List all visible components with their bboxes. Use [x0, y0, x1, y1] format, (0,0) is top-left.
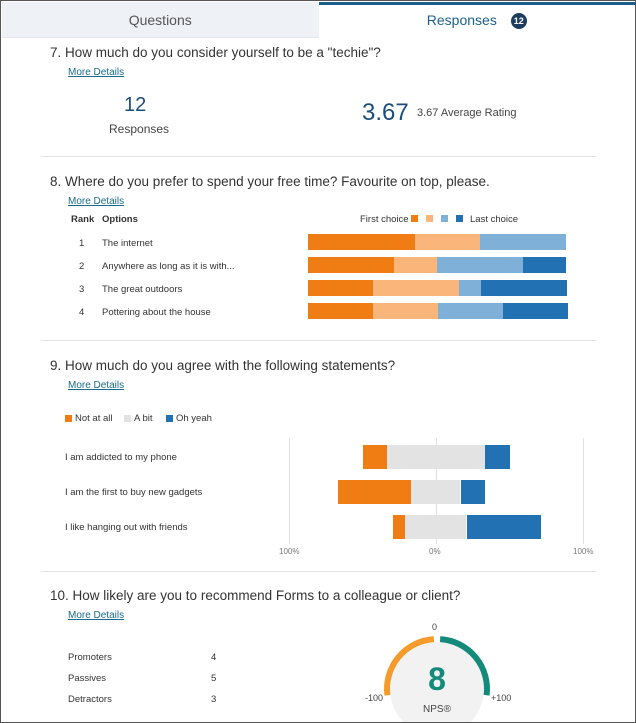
axis-label-center: 0% [429, 547, 441, 556]
rank-1-segment-2 [415, 234, 480, 250]
statement-3-segment-yeah [467, 515, 541, 539]
statement-3-segment-bit [405, 515, 466, 539]
question-7-title: 7. How much do you consider yourself to … [50, 45, 381, 60]
rank-2: 2 [79, 261, 85, 272]
legend-swatch-rank-3 [441, 215, 448, 222]
statement-2-label: I am the first to buy new gadgets [65, 487, 203, 498]
statement-3-label: I like hanging out with friends [65, 522, 188, 533]
legend-swatch-rank-1 [411, 215, 418, 222]
rank-1: 1 [79, 238, 85, 249]
legend-swatch-not-at-all [65, 415, 72, 422]
rank-2-segment-4 [523, 257, 566, 273]
detractors-value: 3 [211, 694, 217, 705]
rank-3: 3 [79, 284, 85, 295]
detractors-label: Detractors [68, 694, 112, 705]
statement-1-segment-yeah [485, 445, 510, 469]
rank-column-header: Rank [71, 214, 95, 225]
legend-swatch-a-bit [124, 415, 131, 422]
nps-value: 8 [428, 661, 446, 697]
axis-label-left: 100% [279, 547, 300, 556]
nps-label: NPS® [423, 704, 451, 715]
rank-4: 4 [79, 307, 85, 318]
question-7-more-details-link[interactable]: More Details [68, 67, 125, 78]
tab-responses[interactable]: Responses 12 [318, 2, 635, 38]
rank-4-segment-4 [503, 303, 568, 319]
promoters-value: 4 [211, 652, 217, 663]
q7-average-label: 3.67 Average Rating [417, 107, 517, 119]
rank-3-segment-1 [308, 280, 373, 296]
promoters-label: Promoters [68, 652, 112, 663]
legend-not-at-all: Not at all [75, 413, 113, 424]
legend-swatch-oh-yeah [166, 415, 173, 422]
rank-4-segment-2 [373, 303, 438, 319]
gridline-left [289, 438, 290, 544]
rank-2-segment-3 [437, 257, 523, 273]
gridline-right [583, 438, 584, 544]
statement-2-segment-bit [411, 480, 460, 504]
tab-bar: Questions Responses 12 [2, 2, 635, 38]
question-8-title: 8. Where do you prefer to spend your fre… [50, 174, 490, 189]
passives-label: Passives [68, 673, 107, 684]
q7-responses-label: Responses [109, 122, 170, 136]
rank-4-segment-3 [438, 303, 503, 319]
divider [41, 340, 596, 341]
legend-first-choice: First choice [360, 214, 409, 225]
question-9-more-details-link[interactable]: More Details [68, 380, 125, 391]
rank-1-option: The internet [102, 238, 153, 249]
rank-2-segment-2 [394, 257, 437, 273]
tab-questions-label: Questions [128, 12, 192, 28]
statement-3-segment-not [393, 515, 405, 539]
gauge-max-label: +100 [491, 693, 512, 703]
statement-2-segment-yeah [461, 480, 485, 504]
rank-1-segment-1 [308, 234, 415, 250]
gauge-min-label: -100 [365, 693, 384, 703]
tab-responses-label: Responses [426, 12, 497, 28]
rank-4-option: Pottering about the house [102, 307, 211, 318]
rank-4-segment-1 [308, 303, 373, 319]
responses-count-badge: 12 [510, 13, 527, 30]
statement-2-segment-not [338, 480, 412, 504]
legend-oh-yeah: Oh yeah [176, 413, 212, 424]
legend-swatch-rank-4 [456, 215, 463, 222]
question-10-more-details-link[interactable]: More Details [68, 610, 125, 621]
rank-3-segment-3 [459, 280, 481, 296]
legend-last-choice: Last choice [470, 214, 519, 225]
axis-label-right: 100% [573, 547, 594, 556]
rank-3-option: The great outdoors [102, 284, 183, 295]
question-10-title: 10. How likely are you to recommend Form… [50, 588, 461, 603]
rank-2-segment-1 [308, 257, 394, 273]
tab-questions[interactable]: Questions [2, 2, 319, 38]
passives-value: 5 [211, 673, 217, 684]
legend-swatch-rank-2 [426, 215, 433, 222]
statement-1-segment-not [363, 445, 387, 469]
rank-1-segment-3 [480, 234, 566, 250]
gauge-zero-label: 0 [432, 622, 438, 632]
divider [41, 571, 596, 572]
legend-a-bit: A bit [134, 413, 153, 424]
q7-average-value: 3.67 [362, 99, 409, 126]
rank-3-segment-2 [373, 280, 459, 296]
options-column-header: Options [102, 214, 138, 225]
rank-3-segment-4 [481, 280, 567, 296]
statement-1-segment-bit [387, 445, 485, 469]
divider [41, 156, 596, 157]
rank-2-option: Anywhere as long as it is with... [102, 261, 235, 272]
q7-responses-count: 12 [124, 94, 147, 116]
question-9-title: 9. How much do you agree with the follow… [50, 358, 396, 373]
statement-1-label: I am addicted to my phone [65, 452, 177, 463]
question-8-more-details-link[interactable]: More Details [68, 196, 125, 207]
